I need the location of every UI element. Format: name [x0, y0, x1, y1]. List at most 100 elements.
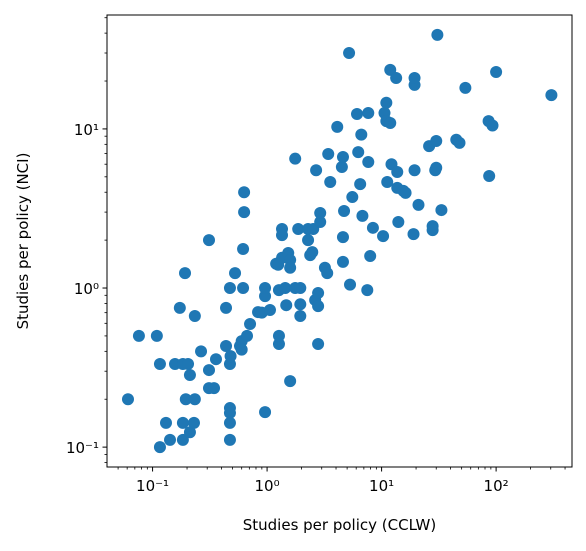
scatter-point [361, 284, 374, 297]
scatter-point [294, 298, 307, 311]
scatter-point [355, 128, 368, 141]
scatter-point [220, 340, 233, 353]
scatter-point [176, 416, 189, 429]
scatter-point [331, 120, 344, 133]
scatter-point [224, 350, 237, 363]
scatter-point [408, 164, 421, 177]
scatter-point [276, 229, 289, 242]
y-tick-label: 10⁻¹ [66, 439, 99, 457]
scatter-point [377, 230, 390, 243]
plot-frame [106, 14, 573, 468]
x-tick-label: 10⁰ [255, 477, 280, 495]
scatter-point [381, 175, 394, 188]
scatter-point [263, 304, 276, 317]
scatter-point [195, 345, 208, 358]
scatter-point [153, 441, 166, 454]
scatter-point [289, 152, 302, 165]
scatter-point [407, 228, 420, 241]
scatter-point [235, 343, 248, 356]
scatter-point [208, 382, 221, 395]
x-tick-label: 10¹ [369, 477, 394, 495]
scatter-point [362, 155, 375, 168]
scatter-point [284, 375, 297, 388]
scatter-point [310, 164, 323, 177]
y-tick-label: 10¹ [74, 121, 99, 139]
scatter-point [453, 136, 466, 149]
scatter-point [336, 151, 349, 164]
scatter-point [238, 186, 251, 199]
scatter-point [223, 282, 236, 295]
scatter-point [284, 261, 297, 274]
x-axis-label: Studies per policy (CCLW) [243, 516, 436, 534]
scatter-point [237, 282, 250, 295]
scatter-point [132, 329, 145, 342]
scatter-point [188, 310, 201, 323]
scatter-point [459, 81, 472, 94]
scatter-point [306, 246, 319, 259]
scatter-point [259, 282, 272, 295]
scatter-point [338, 204, 351, 217]
scatter-point [352, 146, 365, 159]
scatter-point [272, 329, 285, 342]
scatter-point [351, 108, 364, 121]
scatter-point [545, 89, 558, 102]
scatter-point [336, 231, 349, 244]
scatter-point [321, 267, 334, 280]
scatter-point [150, 329, 163, 342]
scatter-point [183, 368, 196, 381]
scatter-point [344, 278, 357, 291]
scatter-point [188, 393, 201, 406]
scatter-point [435, 204, 448, 217]
scatter-point [121, 393, 134, 406]
scatter-point [223, 433, 236, 446]
scatter-point [490, 65, 503, 78]
scatter-point [164, 433, 177, 446]
scatter-point [280, 299, 293, 312]
scatter-point [483, 169, 496, 182]
scatter-point [294, 282, 307, 295]
scatter-point [312, 337, 325, 350]
scatter-point [346, 191, 359, 204]
scatter-point [153, 357, 166, 370]
scatter-point [302, 234, 315, 247]
scatter-point [412, 198, 425, 211]
scatter-point [354, 178, 367, 191]
x-tick-label: 10² [484, 477, 509, 495]
scatter-point [356, 209, 369, 222]
scatter-point [312, 287, 325, 300]
scatter-point [362, 106, 375, 119]
scatter-point [312, 300, 325, 313]
scatter-point [259, 406, 272, 419]
scatter-point [391, 166, 404, 179]
scatter-point [241, 329, 254, 342]
scatter-point [336, 255, 349, 268]
x-tick-label: 10⁻¹ [136, 477, 169, 495]
scatter-point [366, 221, 379, 234]
scatter-point [335, 161, 348, 174]
scatter-point [430, 134, 443, 147]
scatter-point [182, 357, 195, 370]
scatter-point [159, 416, 172, 429]
scatter-point [430, 161, 443, 174]
scatter-point [238, 206, 251, 219]
scatter-point [223, 406, 236, 419]
scatter-point [408, 71, 421, 84]
scatter-point [364, 249, 377, 262]
scatter-point [399, 186, 412, 199]
scatter-point [183, 426, 196, 439]
scatter-point [431, 28, 444, 41]
y-tick-label: 10⁰ [74, 280, 99, 298]
scatter-point [209, 353, 222, 366]
scatter-point [314, 215, 327, 228]
scatter-point [322, 147, 335, 160]
scatter-point [292, 222, 305, 235]
y-axis-label: Studies per policy (NCI) [14, 153, 32, 330]
scatter-point [202, 364, 215, 377]
scatter-point [244, 318, 257, 331]
scatter-point [324, 175, 337, 188]
scatter-point [314, 207, 327, 220]
scatter-point [384, 116, 397, 129]
scatter-point [390, 71, 403, 84]
scatter-point [187, 416, 200, 429]
